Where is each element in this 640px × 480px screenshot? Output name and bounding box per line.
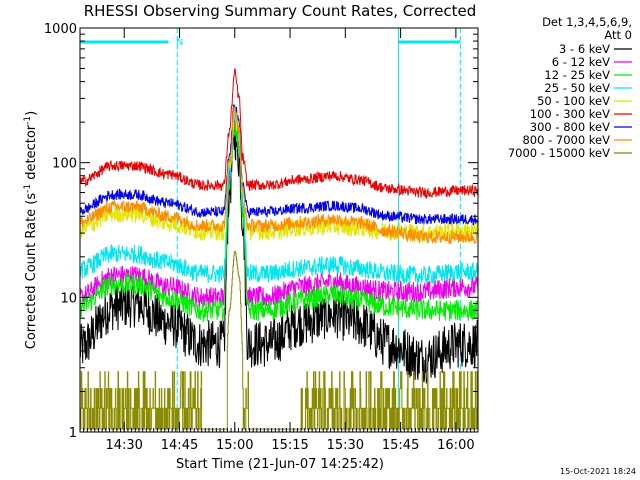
y-axis-label-sup1: -1 [23,184,33,193]
legend-label-7: 800 - 7000 keV [522,133,610,147]
y-axis-label: Corrected Count Rate (s-1 detector-1) [23,111,39,349]
legend-label-0: 3 - 6 keV [559,42,610,56]
plot-area: N [79,28,478,432]
x-tick-label-1: 14:45 [161,438,198,453]
x-tick-label-2: 15:00 [216,438,253,453]
footer-timestamp: 15-Oct-2021 18:24 [560,467,636,476]
x-axis-label: Start Time (21-Jun-07 14:25:42) [176,457,384,472]
legend-label-8: 7000 - 15000 keV [508,146,610,160]
chart-title: RHESSI Observing Summary Count Rates, Co… [84,2,477,20]
legend-label-1: 6 - 12 keV [552,55,610,69]
series-line-1 [80,116,478,309]
y-axis-label-mid: detector [24,124,39,184]
legend-label-3: 25 - 50 keV [544,81,610,95]
x-tick-label-3: 15:15 [271,438,308,453]
legend-label-6: 300 - 800 keV [530,120,610,134]
legend-label-5: 100 - 300 keV [530,107,610,121]
axes: 1 10 100 1000 14:30 14:45 15:00 15:15 15:30 15:45… [44,22,479,453]
series-line-8 [80,250,478,430]
y-tick-label-3: 1000 [44,22,77,37]
series-line-5 [80,68,478,200]
y-tick-label-1: 10 [60,291,77,306]
svg-text:Corrected Count Rate (s-1 dete: Corrected Count Rate (s-1 detector-1) [23,111,39,349]
series-line-7 [80,106,478,245]
annotation-n: N [176,38,183,48]
y-axis-label-main: Corrected Count Rate (s [24,193,39,350]
legend-label-4: 50 - 100 keV [537,94,610,108]
legend-header-attenuator: Att 0 [604,28,632,42]
series-line-4 [80,105,478,243]
y-tick-label-0: 1 [69,426,77,441]
y-axis-label-sup2: -1 [23,116,33,125]
x-tick-label-4: 15:30 [327,438,364,453]
x-tick-label-0: 14:30 [105,438,142,453]
series-line-2 [80,119,478,323]
series-line-6 [80,104,478,226]
y-tick-label-2: 100 [52,157,77,172]
legend-label-2: 12 - 25 keV [544,68,610,82]
x-tick-label-6: 16:00 [437,438,474,453]
x-tick-label-5: 15:45 [382,438,419,453]
series-line-3 [80,103,478,285]
y-axis-label-end: ) [24,111,39,116]
legend-header-detectors: Det 1,3,4,5,6,9, [542,15,632,29]
